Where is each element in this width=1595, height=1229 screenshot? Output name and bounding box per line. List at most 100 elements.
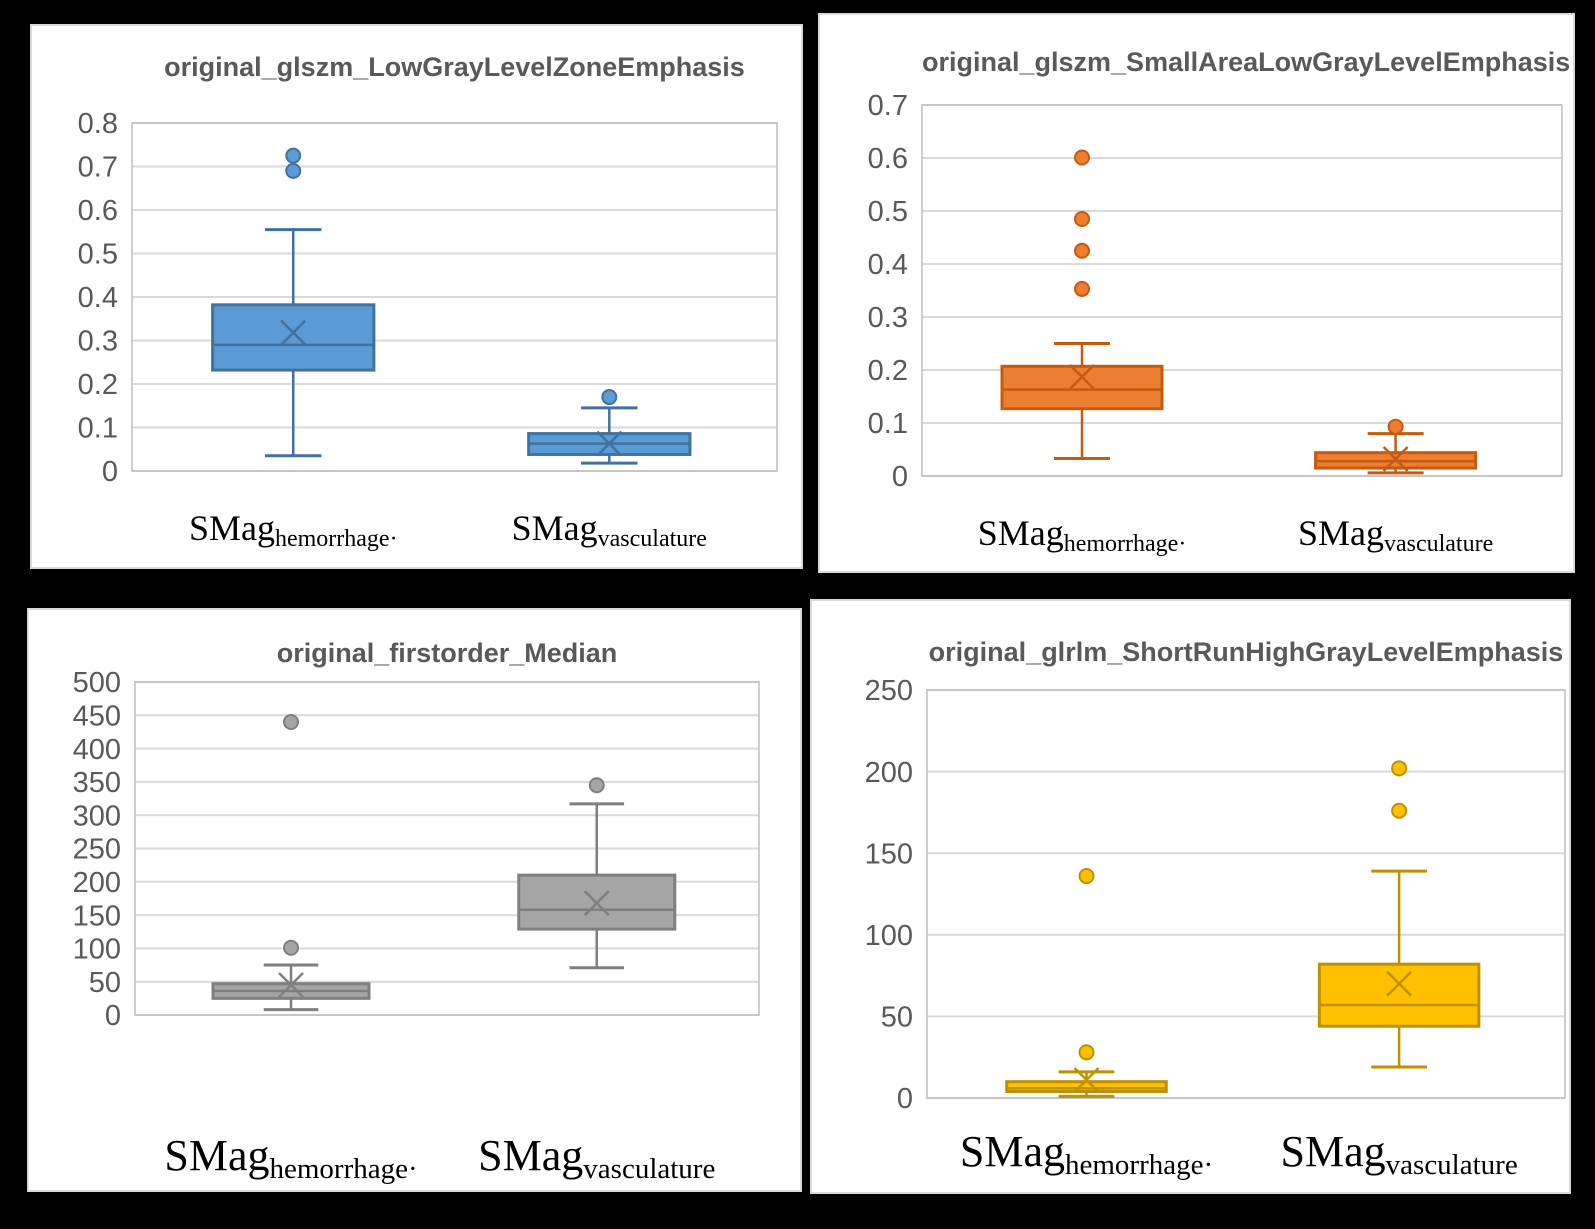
y-tick-label: 150	[73, 900, 121, 932]
category-label-subscript: vasculature	[583, 1153, 715, 1185]
mean-marker	[280, 319, 307, 346]
outlier-dot	[1387, 418, 1404, 435]
y-tick-label: 0.8	[78, 108, 118, 140]
outlier-dot	[1074, 210, 1090, 227]
chart-title: original_glrlm_ShortRunHighGrayLevelEmph…	[928, 637, 1564, 667]
plot-border	[131, 122, 778, 472]
outlier-dot	[1078, 868, 1095, 885]
plot-border	[921, 104, 1563, 477]
y-tick-label: 0	[105, 1000, 121, 1032]
category-label-subscript: hemorrhage·	[275, 526, 398, 552]
y-tick-label: 0.6	[78, 195, 118, 227]
outlier-dot	[1074, 242, 1090, 259]
y-tick-label: 0.4	[78, 282, 118, 314]
y-tick-label: 50	[89, 967, 121, 999]
outlier-dot	[1078, 1044, 1095, 1061]
y-tick-label: 0.1	[868, 408, 908, 440]
mean-marker	[1073, 1067, 1100, 1093]
y-tick-label: 0.5	[78, 239, 118, 271]
y-tick-label: 300	[73, 800, 121, 832]
outlier-dot	[588, 777, 605, 794]
y-tick-label: 0.6	[868, 143, 908, 175]
y-tick-label: 0.5	[868, 196, 908, 228]
outlier-dot	[1391, 802, 1408, 819]
category-label-base: SMag	[189, 508, 275, 548]
category-label-base: SMag	[164, 1131, 269, 1180]
y-tick-label: 100	[865, 920, 913, 952]
y-tick-label: 0.2	[78, 369, 118, 401]
y-tick-label: 0.7	[868, 90, 908, 122]
y-tick-label: 250	[865, 675, 913, 707]
y-tick-label: 0	[892, 461, 908, 493]
plot-border	[926, 689, 1566, 1099]
category-label-subscript: hemorrhage·	[1065, 1149, 1213, 1181]
y-tick-label: 0	[102, 456, 118, 488]
category-label-subscript: vasculature	[1384, 531, 1493, 557]
panel-glrlm-short-run-high-gray-level-emphasis: original_glrlm_ShortRunHighGrayLevelEmph…	[810, 599, 1571, 1194]
y-tick-label: 0.3	[868, 302, 908, 334]
boxplot-canvas: 050100150200250300350400450500SMaghemorr…	[73, 667, 760, 1185]
y-tick-label: 400	[73, 734, 121, 766]
chart-title: original_firstorder_Median	[276, 638, 618, 668]
category-label: SMagvasculature	[478, 1131, 715, 1185]
y-tick-label: 450	[73, 700, 121, 732]
outlier-dot	[1074, 149, 1090, 166]
mean-marker	[1069, 364, 1095, 390]
boxplot-canvas: 00.10.20.30.40.50.60.70.8SMaghemorrhage·…	[78, 108, 778, 552]
y-tick-label: 0.7	[78, 152, 118, 184]
outlier-dot	[285, 147, 302, 164]
outlier-dot	[601, 389, 618, 406]
y-tick-label: 150	[865, 838, 913, 870]
category-label: SMaghemorrhage·	[189, 508, 398, 552]
category-label-base: SMag	[1298, 513, 1384, 553]
category-label: SMagvasculature	[1298, 513, 1493, 557]
y-tick-label: 0.4	[868, 249, 908, 281]
outlier-dot	[283, 939, 299, 956]
category-label-subscript: vasculature	[1386, 1149, 1518, 1181]
category-label: SMaghemorrhage·	[164, 1131, 417, 1185]
box	[211, 303, 376, 372]
mean-marker	[583, 890, 610, 916]
panel-firstorder-median: original_firstorder_Median 0 50 100 150 200 2…	[27, 608, 802, 1192]
category-label: SMagvasculature	[512, 508, 707, 552]
outlier-dot	[1391, 760, 1408, 777]
category-label: SMaghemorrhage·	[960, 1127, 1213, 1181]
panel-glszm-small-area-low-gray-level-emphasis: original_glszm_SmallAreaLowGrayLevelEmph…	[818, 13, 1575, 573]
box	[1000, 364, 1164, 411]
mean-marker	[596, 430, 623, 457]
category-label-subscript: hemorrhage·	[269, 1153, 417, 1185]
y-tick-label: 50	[881, 1002, 913, 1034]
chart-title: original_glszm_LowGrayLevelZoneEmphasis	[164, 52, 745, 82]
category-label-base: SMag	[478, 1131, 583, 1180]
y-tick-label: 0.2	[868, 355, 908, 387]
category-label: SMaghemorrhage·	[978, 513, 1187, 557]
category-label-subscript: hemorrhage·	[1064, 531, 1187, 557]
box	[1317, 962, 1481, 1028]
outlier-dot	[283, 713, 299, 730]
box	[1005, 1080, 1168, 1093]
category-label-base: SMag	[960, 1127, 1065, 1176]
category-label-base: SMag	[978, 513, 1064, 553]
mean-marker	[1382, 446, 1409, 472]
y-tick-label: 0.1	[78, 413, 118, 445]
y-tick-label: 0.3	[78, 326, 118, 358]
outlier-dot	[285, 162, 302, 179]
mean-marker	[1386, 970, 1413, 997]
category-label-base: SMag	[1281, 1127, 1386, 1176]
mean-marker	[278, 972, 304, 998]
y-tick-label: 200	[865, 757, 913, 789]
category-label-subscript: vasculature	[598, 526, 707, 552]
plot-border	[134, 681, 760, 1016]
y-tick-label: 500	[73, 667, 121, 699]
outlier-dot	[1074, 280, 1090, 297]
y-tick-label: 250	[73, 834, 121, 866]
category-label: SMagvasculature	[1281, 1127, 1518, 1181]
panel-glszm-low-gray-level-zone-emphasis: original_glszm_LowGrayLevelZoneEmphasis …	[30, 24, 803, 569]
y-tick-label: 200	[73, 867, 121, 899]
category-label-base: SMag	[512, 508, 598, 548]
y-tick-label: 100	[73, 934, 121, 966]
y-tick-label: 350	[73, 767, 121, 799]
